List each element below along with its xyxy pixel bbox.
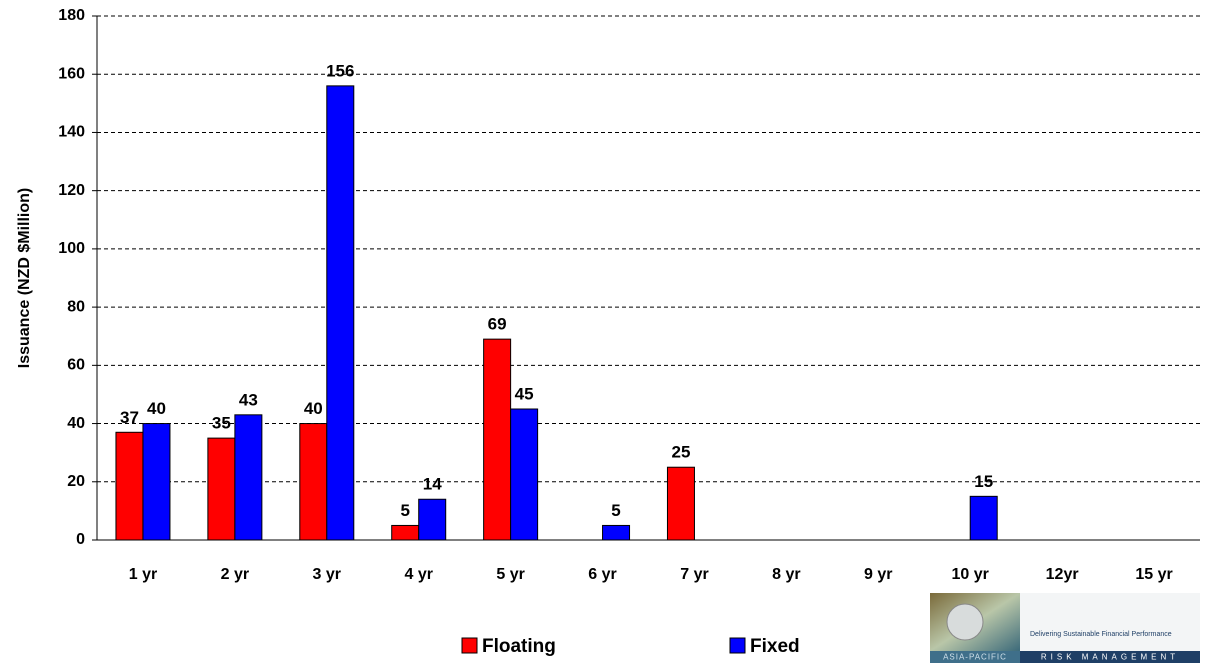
x-tick-label: 5 yr (496, 566, 524, 583)
bar (299, 423, 328, 541)
legend-swatch (729, 637, 746, 654)
bar (391, 524, 420, 541)
legend-swatch (461, 637, 478, 654)
logo-band (1020, 651, 1200, 663)
value-label: 5 (400, 501, 409, 520)
logo-region: ASIA-PACIFIC (943, 653, 1007, 662)
y-tick-label: 20 (67, 473, 85, 490)
x-tick-label: 1 yr (129, 566, 157, 583)
bar (666, 466, 695, 541)
bar (234, 414, 263, 541)
x-tick-label: 12yr (1046, 566, 1079, 583)
value-label: 40 (304, 399, 323, 418)
x-tick-label: 6 yr (588, 566, 616, 583)
y-axis-label: Issuance (NZD $Million) (16, 188, 33, 368)
x-tick-label: 2 yr (221, 566, 249, 583)
y-tick-label: 60 (67, 357, 85, 374)
value-label: 156 (326, 61, 354, 80)
legend-label: Floating (482, 636, 556, 657)
x-tick-label: 4 yr (404, 566, 432, 583)
bar (483, 338, 512, 541)
y-tick-label: 80 (67, 298, 85, 315)
bar (207, 437, 236, 541)
logo-band (930, 651, 1020, 663)
y-tick-label: 40 (67, 415, 85, 432)
logo: Delivering Sustainable Financial Perform… (930, 593, 1200, 663)
logo-name: RISK MANAGEMENT (1041, 653, 1179, 662)
y-tick-label: 0 (76, 531, 85, 548)
bar (510, 408, 539, 541)
y-tick-label: 100 (58, 240, 85, 257)
value-label: 43 (239, 390, 258, 409)
x-tick-label: 7 yr (680, 566, 708, 583)
value-label: 69 (488, 315, 507, 334)
bar (602, 524, 631, 541)
y-tick-label: 140 (58, 124, 85, 141)
y-tick-label: 160 (58, 65, 85, 82)
x-tick-label: 9 yr (864, 566, 892, 583)
x-tick-label: 15 yr (1135, 566, 1172, 583)
x-tick-label: 8 yr (772, 566, 800, 583)
logo-emblem (946, 603, 984, 641)
x-tick-label: 10 yr (952, 566, 989, 583)
bar (418, 498, 447, 541)
logo-panel (1020, 593, 1200, 651)
legend-label: Fixed (750, 636, 800, 657)
value-label: 25 (671, 443, 690, 462)
value-label: 45 (515, 384, 534, 403)
value-label: 35 (212, 414, 231, 433)
value-label: 40 (147, 399, 166, 418)
value-label: 5 (611, 501, 620, 520)
value-label: 37 (120, 408, 139, 427)
value-label: 14 (423, 475, 442, 494)
logo-tagline: Delivering Sustainable Financial Perform… (1030, 631, 1172, 638)
bar (326, 85, 355, 541)
bar (969, 495, 998, 541)
value-label: 15 (974, 472, 993, 491)
bar (142, 423, 171, 541)
y-tick-label: 120 (58, 182, 85, 199)
bar (115, 431, 144, 541)
x-tick-label: 3 yr (313, 566, 341, 583)
y-tick-label: 180 (58, 7, 85, 24)
